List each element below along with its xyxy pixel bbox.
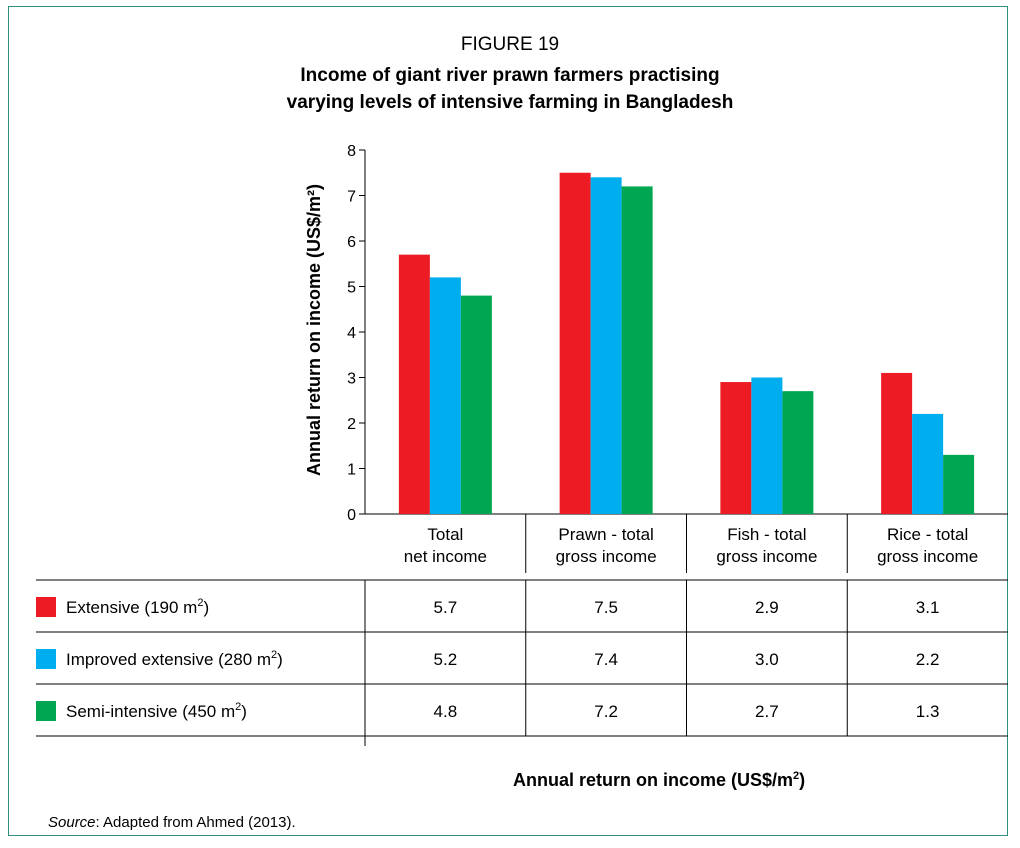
bar-3-3 [782, 391, 814, 514]
legend-label-1: Extensive (190 m2) [66, 597, 209, 617]
x-tick-label: Rice - total [887, 525, 968, 544]
data-label-1-3: 2.9 [755, 598, 779, 617]
source-text: : Adapted from Ahmed (2013). [95, 814, 296, 831]
x-axis-title-sup: 2 [793, 770, 800, 782]
bar-1-2 [559, 172, 591, 514]
data-label-2-2: 7.4 [594, 650, 618, 669]
y-tick-label: 5 [347, 280, 356, 297]
source-prefix: Source [48, 814, 96, 831]
y-axis-title: Annual return on income (US$/m²) [304, 184, 324, 476]
data-label-3-3: 2.7 [755, 702, 779, 721]
chart-title-line-2: varying levels of intensive farming in B… [286, 92, 734, 113]
data-label-1-1: 5.7 [434, 598, 458, 617]
data-label-1-2: 7.5 [594, 598, 618, 617]
bar-1-4 [881, 372, 913, 514]
bar-3-2 [621, 186, 653, 514]
legend-swatch-3 [36, 701, 56, 721]
y-tick-label: 6 [347, 234, 356, 251]
figure-label: FIGURE 19 [460, 34, 560, 55]
y-tick-label: 3 [347, 371, 356, 388]
data-label-2-4: 2.2 [916, 650, 940, 669]
bar-3-1 [460, 295, 492, 514]
y-tick-label: 4 [347, 325, 356, 342]
source-note: Source: Adapted from Ahmed (2013). [48, 814, 296, 831]
data-label-2-1: 5.2 [434, 650, 458, 669]
x-tick-label: Prawn - total [558, 525, 653, 544]
legend-label-2: Improved extensive (280 m2) [66, 649, 283, 669]
x-tick-label: net income [404, 547, 487, 566]
y-tick-label: 8 [347, 143, 356, 160]
bar-2-3 [751, 377, 783, 514]
x-tick-label: Total [427, 525, 463, 544]
chart-title-line-1: Income of giant river prawn farmers prac… [300, 65, 720, 86]
bar-2-2 [590, 177, 622, 515]
bar-2-4 [912, 413, 944, 514]
y-tick-label: 0 [347, 507, 356, 524]
bar-1-3 [720, 382, 752, 514]
x-axis-title-text: Annual return on income (US$/m [513, 770, 794, 790]
x-axis-title: Annual return on income (US$/m2) [513, 770, 805, 791]
legend-swatch-1 [36, 597, 56, 617]
bar-1-1 [398, 254, 430, 514]
bar-3-4 [943, 454, 975, 514]
legend-swatch-2 [36, 649, 56, 669]
chart-title: Income of giant river prawn farmers prac… [0, 62, 1020, 116]
x-tick-label: Fish - total [727, 525, 806, 544]
bar-2-1 [429, 277, 461, 514]
x-tick-label: gross income [716, 547, 817, 566]
x-axis-title-end: ) [799, 770, 806, 790]
x-tick-label: gross income [556, 547, 657, 566]
y-tick-label: 2 [347, 416, 356, 433]
data-label-3-4: 1.3 [916, 702, 940, 721]
data-label-3-2: 7.2 [594, 702, 618, 721]
y-tick-label: 1 [347, 462, 356, 479]
data-label-1-4: 3.1 [916, 598, 940, 617]
figure-frame [8, 6, 1008, 836]
legend-label-3: Semi-intensive (450 m2) [66, 701, 247, 721]
y-tick-label: 7 [347, 189, 356, 206]
x-tick-label: gross income [877, 547, 978, 566]
data-label-2-3: 3.0 [755, 650, 779, 669]
data-label-3-1: 4.8 [434, 702, 458, 721]
